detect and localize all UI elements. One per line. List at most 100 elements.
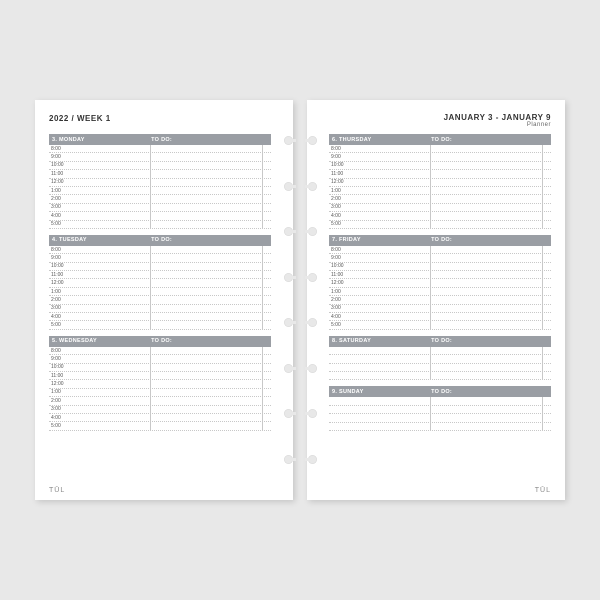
time-row: 12:00	[329, 179, 551, 187]
todo-cell	[431, 355, 543, 362]
time-row: 8:00	[329, 246, 551, 254]
day-header-bar: 4. TUESDAYTO DO:	[49, 235, 271, 246]
todo-cell	[151, 380, 263, 387]
time-row: 10:00	[49, 162, 271, 170]
time-row: 8:00	[49, 145, 271, 153]
todo-cell	[151, 212, 263, 219]
time-label: 4:00	[329, 313, 431, 320]
date-range: JANUARY 3 - JANUARY 9	[444, 113, 551, 122]
time-row: 10:00	[49, 364, 271, 372]
time-row: 8:00	[329, 145, 551, 153]
time-label: 12:00	[49, 279, 151, 286]
todo-cell	[431, 212, 543, 219]
todo-cell	[431, 321, 543, 328]
time-label: 11:00	[49, 170, 151, 177]
time-row: 10:00	[49, 263, 271, 271]
todo-cell	[431, 254, 543, 261]
todo-cell	[431, 423, 543, 430]
todo-cell	[151, 305, 263, 312]
todo-cell	[151, 263, 263, 270]
todo-cell	[431, 372, 543, 379]
time-label: 2:00	[49, 296, 151, 303]
time-row	[329, 372, 551, 380]
time-label: 5:00	[329, 221, 431, 228]
brand-right: TŪL	[535, 487, 551, 494]
todo-cell	[431, 246, 543, 253]
time-row: 2:00	[329, 296, 551, 304]
todo-cell	[431, 263, 543, 270]
time-row: 1:00	[49, 187, 271, 195]
time-label: 3:00	[49, 305, 151, 312]
todo-cell	[151, 221, 263, 228]
todo-cell	[151, 170, 263, 177]
todo-cell	[431, 397, 543, 404]
todo-cell	[151, 246, 263, 253]
todo-cell	[151, 422, 263, 429]
time-label: 2:00	[329, 195, 431, 202]
binding-holes-right	[305, 100, 319, 500]
planner-right-page: JANUARY 3 - JANUARY 9 Planner 6. THURSDA…	[307, 100, 565, 500]
day-block: 7. FRIDAYTO DO:8:009:0010:0011:0012:001:…	[329, 235, 551, 330]
time-row: 3:00	[49, 305, 271, 313]
time-row: 2:00	[329, 195, 551, 203]
todo-cell	[151, 204, 263, 211]
todo-cell	[151, 145, 263, 152]
time-label: 8:00	[329, 246, 431, 253]
day-block: 5. WEDNESDAYTO DO:8:009:0010:0011:0012:0…	[49, 336, 271, 431]
time-row: 3:00	[49, 204, 271, 212]
time-label: 11:00	[49, 372, 151, 379]
todo-cell	[151, 271, 263, 278]
time-label: 11:00	[329, 271, 431, 278]
time-label: 4:00	[329, 212, 431, 219]
todo-cell	[431, 406, 543, 413]
todo-cell	[151, 321, 263, 328]
todo-cell	[151, 279, 263, 286]
time-label: 4:00	[49, 414, 151, 421]
time-row: 2:00	[49, 195, 271, 203]
time-row: 1:00	[329, 288, 551, 296]
planner-left-page: 2022 / WEEK 1 3. MONDAYTO DO:8:009:0010:…	[35, 100, 293, 500]
todo-cell	[431, 296, 543, 303]
time-label: 1:00	[329, 187, 431, 194]
todo-cell	[151, 254, 263, 261]
todo-cell	[431, 170, 543, 177]
time-label: 12:00	[49, 179, 151, 186]
todo-cell	[151, 187, 263, 194]
time-row: 12:00	[49, 179, 271, 187]
day-label: 5. WEDNESDAY	[49, 338, 97, 344]
time-row: 9:00	[49, 355, 271, 363]
time-label: 10:00	[49, 364, 151, 371]
todo-cell	[151, 389, 263, 396]
time-row: 3:00	[329, 204, 551, 212]
todo-cell	[151, 195, 263, 202]
todo-cell	[431, 187, 543, 194]
time-row: 9:00	[49, 254, 271, 262]
time-row: 4:00	[49, 313, 271, 321]
todo-cell	[151, 162, 263, 169]
todo-cell	[431, 347, 543, 354]
time-row: 4:00	[329, 212, 551, 220]
todo-label: TO DO:	[151, 137, 172, 143]
time-label: 11:00	[329, 170, 431, 177]
day-label: 7. FRIDAY	[329, 237, 361, 243]
todo-cell	[431, 364, 543, 371]
time-label: 8:00	[329, 145, 431, 152]
binding-holes-left	[281, 100, 295, 500]
time-label: 5:00	[49, 221, 151, 228]
time-label: 9:00	[49, 355, 151, 362]
day-label: 6. THURSDAY	[329, 137, 371, 143]
time-row: 11:00	[329, 271, 551, 279]
time-label: 5:00	[49, 321, 151, 328]
time-row: 4:00	[49, 212, 271, 220]
time-label	[329, 347, 431, 354]
time-label: 12:00	[329, 179, 431, 186]
day-block: 3. MONDAYTO DO:8:009:0010:0011:0012:001:…	[49, 134, 271, 229]
todo-cell	[151, 355, 263, 362]
todo-cell	[431, 179, 543, 186]
time-row: 5:00	[329, 221, 551, 229]
time-row: 10:00	[329, 162, 551, 170]
time-row: 1:00	[49, 288, 271, 296]
time-label: 12:00	[49, 380, 151, 387]
todo-cell	[431, 145, 543, 152]
todo-cell	[431, 162, 543, 169]
